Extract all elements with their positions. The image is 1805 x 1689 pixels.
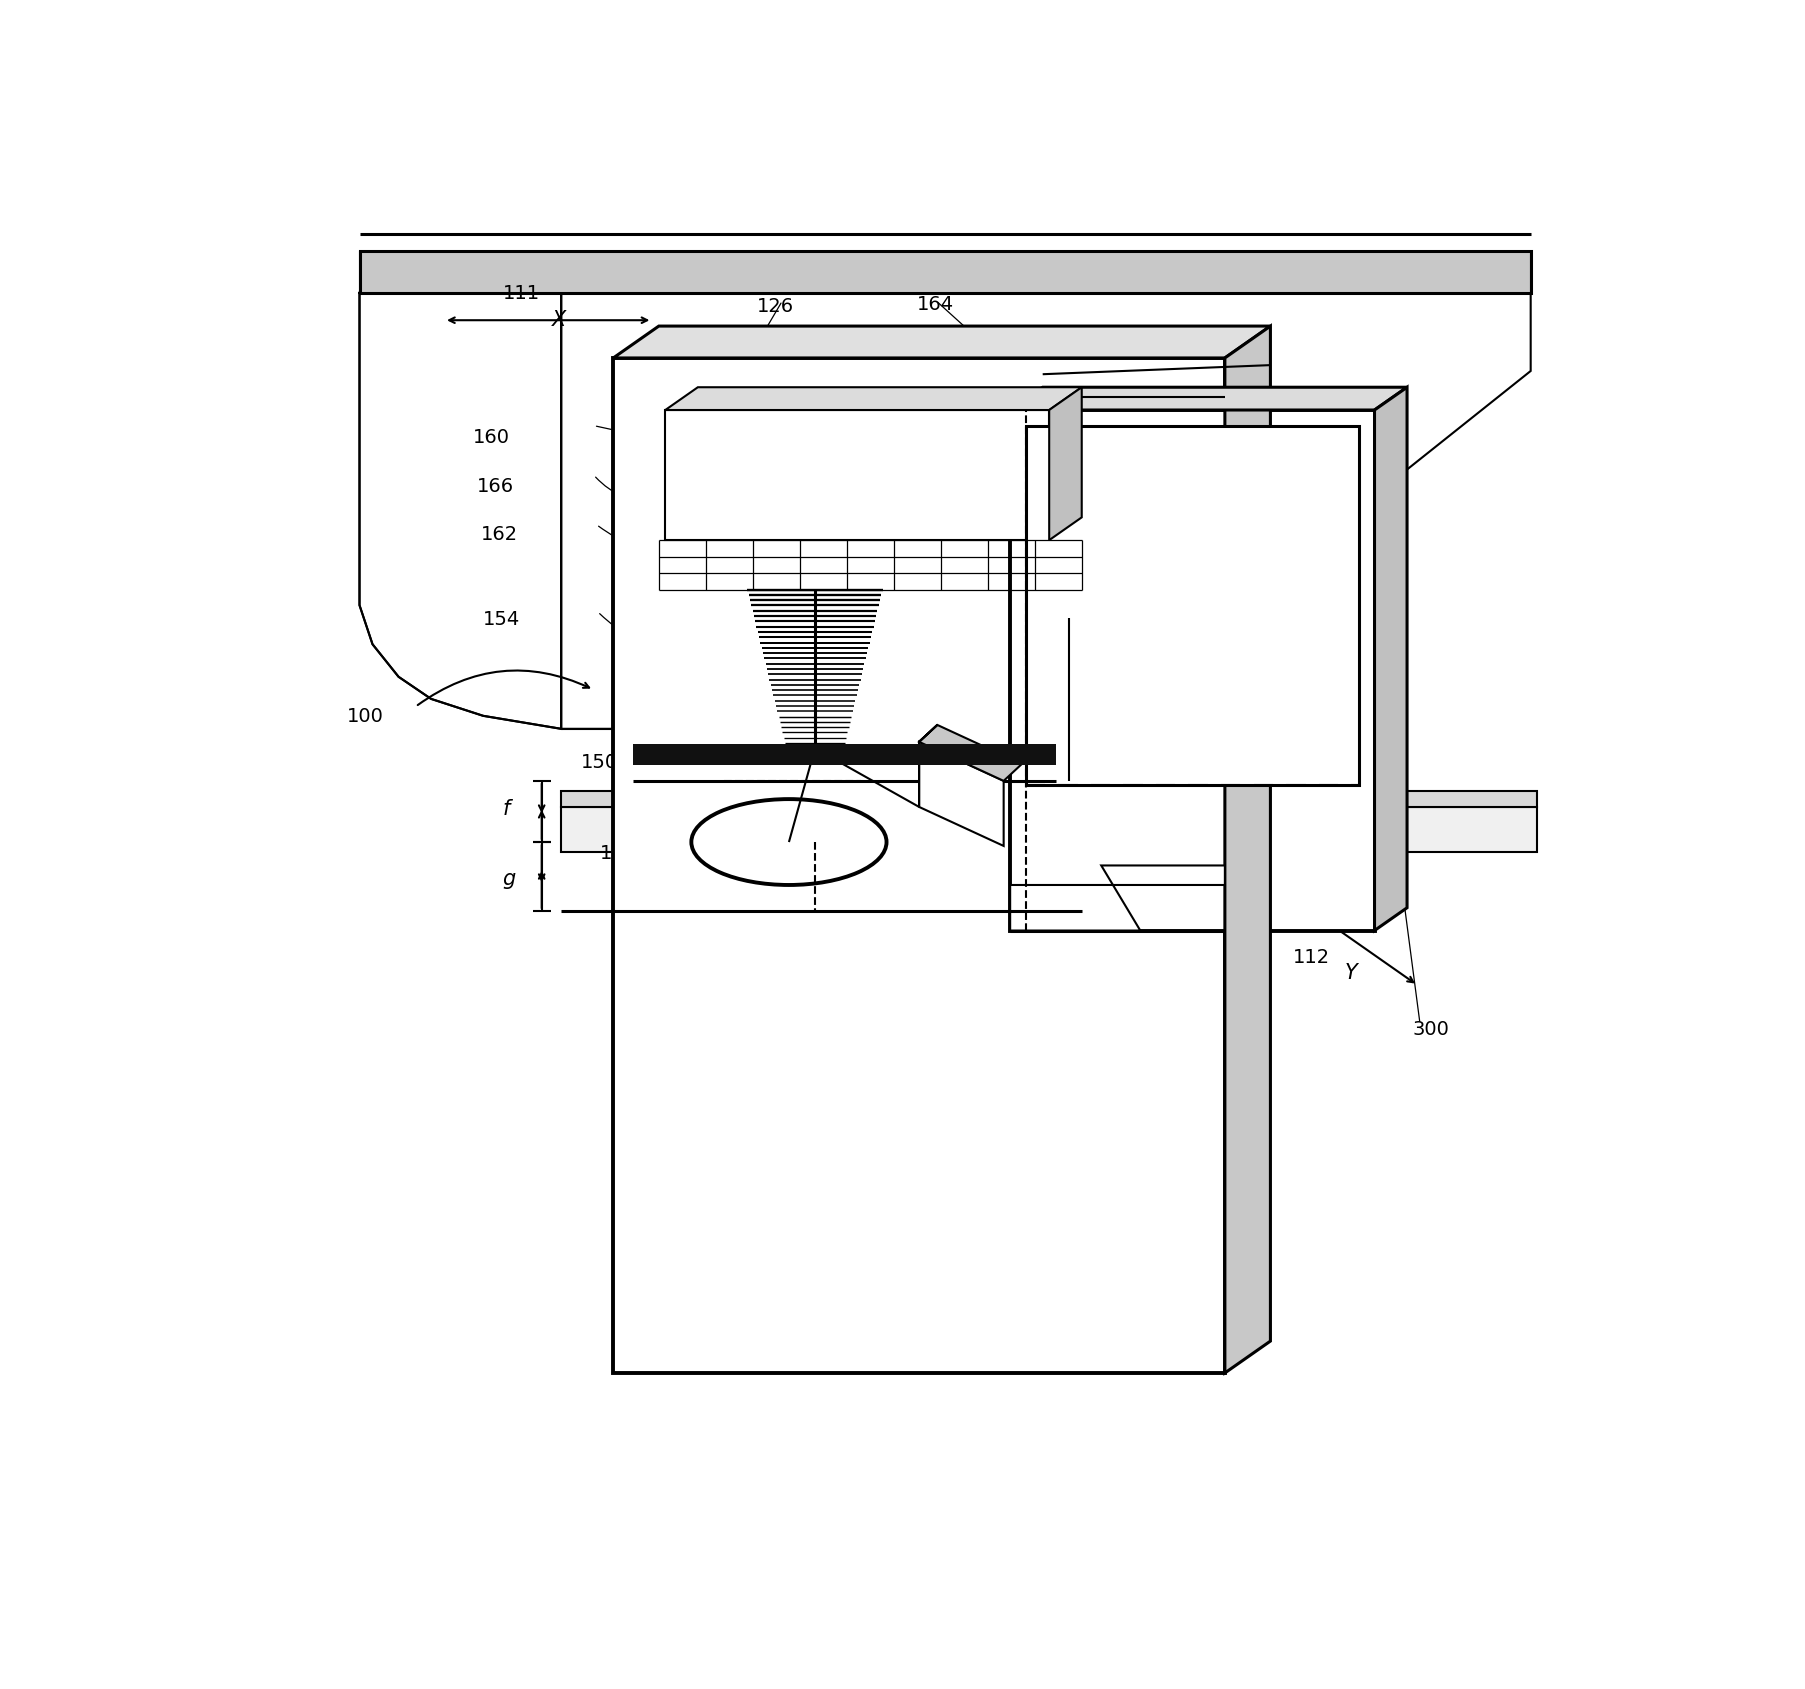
- Text: 112: 112: [1292, 948, 1328, 966]
- Text: GENERATING: GENERATING: [1143, 508, 1267, 527]
- Polygon shape: [614, 328, 1269, 358]
- Polygon shape: [664, 410, 1049, 540]
- Text: 300: 300: [1412, 1018, 1448, 1039]
- Polygon shape: [359, 294, 561, 730]
- Text: 142: 142: [610, 777, 648, 796]
- Text: d: d: [1078, 689, 1090, 709]
- Text: 152: 152: [668, 726, 704, 745]
- Text: 111: 111: [502, 284, 540, 304]
- Polygon shape: [1009, 410, 1374, 931]
- Text: 154: 154: [484, 610, 520, 628]
- Text: 200: 200: [1265, 596, 1303, 615]
- Text: 132: 132: [951, 927, 987, 948]
- Text: CIRCUITRY: CIRCUITRY: [1153, 750, 1256, 768]
- Text: f: f: [502, 799, 509, 819]
- Polygon shape: [1374, 388, 1406, 931]
- Polygon shape: [1009, 388, 1406, 410]
- Text: 164: 164: [915, 294, 953, 314]
- Polygon shape: [561, 792, 1536, 807]
- Text: 110: 110: [1139, 980, 1177, 998]
- Polygon shape: [561, 294, 1531, 730]
- Polygon shape: [1224, 328, 1269, 1373]
- Text: 160: 160: [473, 427, 509, 446]
- Polygon shape: [919, 743, 1004, 846]
- Polygon shape: [359, 252, 1531, 294]
- Text: SIGNAL: SIGNAL: [1170, 427, 1240, 446]
- Polygon shape: [1009, 866, 1224, 931]
- Text: PROCESSING: PROCESSING: [1141, 669, 1267, 687]
- Text: 100: 100: [347, 708, 383, 726]
- Text: 140: 140: [599, 843, 637, 863]
- Text: 130: 130: [996, 870, 1034, 888]
- Text: 144: 144: [814, 777, 852, 796]
- Polygon shape: [919, 726, 937, 807]
- Polygon shape: [561, 807, 1536, 853]
- Polygon shape: [632, 745, 1056, 765]
- Polygon shape: [1025, 426, 1357, 785]
- Text: 134: 134: [912, 934, 949, 954]
- Text: Y: Y: [1345, 963, 1357, 983]
- Text: 136: 136: [704, 937, 742, 956]
- Text: 162: 162: [480, 525, 518, 544]
- Text: 150: 150: [581, 752, 617, 772]
- Polygon shape: [614, 358, 1224, 1373]
- Text: AND: AND: [1184, 588, 1226, 608]
- Text: g: g: [502, 868, 516, 888]
- Polygon shape: [919, 726, 1022, 782]
- Text: 166: 166: [477, 476, 513, 495]
- Text: 126: 126: [756, 297, 792, 316]
- Polygon shape: [664, 388, 1081, 410]
- Polygon shape: [1049, 388, 1081, 540]
- Text: X: X: [552, 309, 567, 329]
